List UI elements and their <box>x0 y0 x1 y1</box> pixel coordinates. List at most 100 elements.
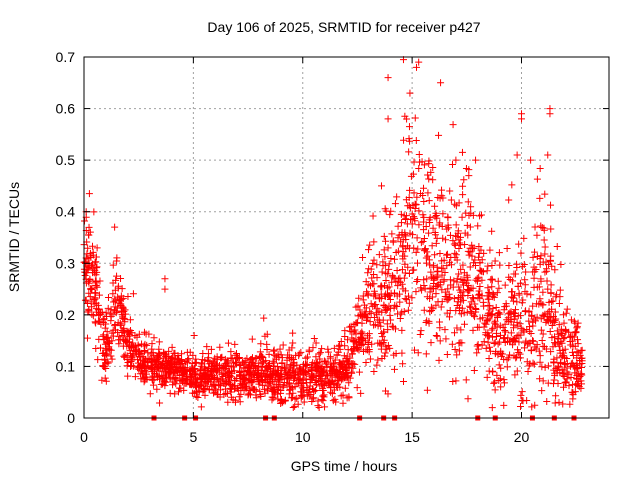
data-point <box>544 309 552 317</box>
data-point <box>439 210 447 218</box>
data-point <box>293 380 301 388</box>
data-point <box>448 261 456 269</box>
data-point <box>276 345 284 353</box>
data-point <box>420 197 428 205</box>
data-point <box>171 390 179 398</box>
data-point <box>397 210 405 218</box>
data-point <box>305 392 313 400</box>
data-point <box>539 342 547 350</box>
data-point <box>306 382 314 390</box>
data-point <box>290 359 298 367</box>
data-point <box>429 163 437 171</box>
data-point <box>435 356 443 364</box>
data-point <box>362 359 370 367</box>
data-point <box>320 357 328 365</box>
data-point <box>260 314 268 322</box>
data-point <box>186 366 194 374</box>
data-point <box>538 363 546 371</box>
data-point <box>128 353 136 361</box>
data-point <box>330 344 338 352</box>
data-point <box>475 287 483 295</box>
data-point <box>516 312 524 320</box>
data-point <box>135 365 143 373</box>
data-point <box>545 307 553 315</box>
data-point <box>391 200 399 208</box>
data-point <box>507 318 515 326</box>
data-point <box>489 324 497 332</box>
data-point <box>500 379 508 387</box>
data-point <box>355 294 363 302</box>
data-point <box>379 338 387 346</box>
data-point <box>476 315 484 323</box>
data-point <box>445 313 453 321</box>
data-point <box>471 313 479 321</box>
data-point <box>309 394 317 402</box>
data-point <box>322 358 330 366</box>
data-point <box>270 359 278 367</box>
data-point <box>115 340 123 348</box>
data-point <box>402 196 410 204</box>
data-point <box>247 371 255 379</box>
data-point <box>463 221 471 229</box>
data-point <box>475 253 483 261</box>
data-point <box>249 386 257 394</box>
data-point <box>114 282 122 290</box>
data-point <box>455 283 463 291</box>
data-point <box>405 299 413 307</box>
data-point <box>339 391 347 399</box>
data-point <box>483 312 491 320</box>
data-point <box>537 277 545 285</box>
data-point <box>381 352 389 360</box>
data-point <box>381 261 389 269</box>
data-point <box>458 148 466 156</box>
data-point <box>402 232 410 240</box>
data-point <box>420 306 428 314</box>
data-point <box>431 202 439 210</box>
data-point <box>361 301 369 309</box>
data-point <box>302 354 310 362</box>
data-point <box>567 332 575 340</box>
data-point <box>553 354 561 362</box>
data-point <box>506 351 514 359</box>
data-point <box>375 251 383 259</box>
data-point <box>401 287 409 295</box>
data-point <box>513 367 521 375</box>
data-point <box>529 337 537 345</box>
data-point <box>525 307 533 315</box>
data-point <box>102 360 110 368</box>
data-point <box>459 261 467 269</box>
data-point <box>140 357 148 365</box>
data-point <box>353 384 361 392</box>
data-point <box>155 338 163 346</box>
data-point <box>349 364 357 372</box>
data-point <box>405 148 413 156</box>
data-point <box>417 239 425 247</box>
data-point <box>227 348 235 356</box>
data-point <box>350 320 358 328</box>
data-point <box>402 215 410 223</box>
data-point <box>414 349 422 357</box>
data-point <box>386 344 394 352</box>
data-point <box>537 315 545 323</box>
data-point <box>496 322 504 330</box>
data-point <box>102 345 110 353</box>
data-point <box>233 355 241 363</box>
data-point <box>536 375 544 383</box>
data-point <box>455 347 463 355</box>
data-point <box>261 371 269 379</box>
data-point <box>271 388 279 396</box>
data-point <box>275 376 283 384</box>
data-point <box>359 296 367 304</box>
x-axis-label: GPS time / hours <box>291 458 398 474</box>
data-point <box>190 332 198 340</box>
data-point <box>567 341 575 349</box>
data-point <box>464 231 472 239</box>
data-point <box>557 260 565 268</box>
data-point <box>396 315 404 323</box>
data-point <box>466 302 474 310</box>
data-point <box>536 194 544 202</box>
data-point <box>161 285 169 293</box>
data-point <box>85 279 93 287</box>
data-point <box>412 136 420 144</box>
data-point <box>463 285 471 293</box>
